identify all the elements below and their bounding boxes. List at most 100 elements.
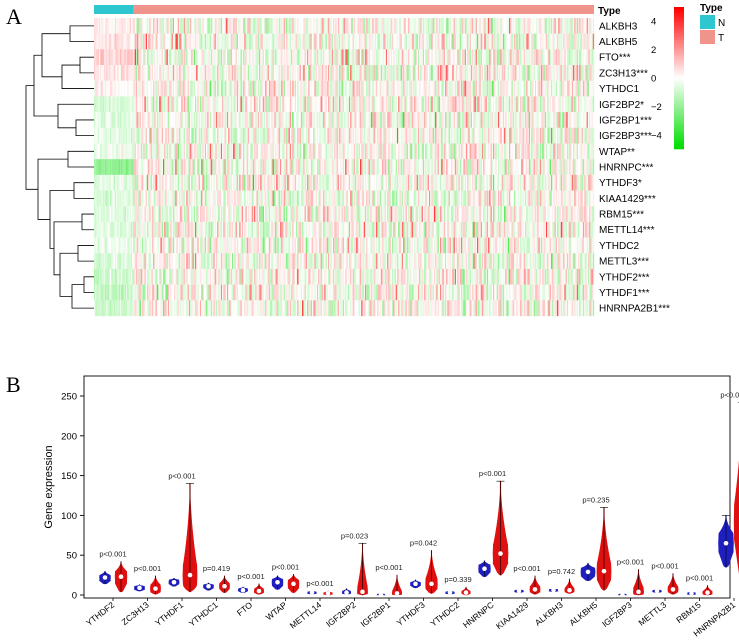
heatmap-cell xyxy=(408,49,410,66)
heatmap-cell xyxy=(340,18,342,34)
heatmap-cell xyxy=(223,206,225,223)
heatmap-cell xyxy=(110,112,112,128)
heatmap-cell xyxy=(415,159,417,175)
heatmap-cell xyxy=(223,190,225,207)
heatmap-cell xyxy=(369,174,372,191)
heatmap-cell xyxy=(394,190,396,207)
heatmap-cell xyxy=(369,49,372,66)
heatmap-cell xyxy=(394,112,396,128)
heatmap-cell xyxy=(121,65,123,81)
heatmap-cell xyxy=(257,143,260,160)
heatmap-cell xyxy=(384,143,387,160)
heatmap-cell xyxy=(433,190,436,207)
heatmap-cell xyxy=(244,159,246,175)
heatmap-cell xyxy=(176,159,178,175)
heatmap-cell xyxy=(401,80,404,97)
heatmap-cell xyxy=(302,96,304,113)
heatmap-cell xyxy=(451,80,453,97)
heatmap-cell xyxy=(505,174,507,191)
heatmap-cell xyxy=(300,49,303,66)
heatmap-cell xyxy=(360,159,362,175)
heatmap-cell xyxy=(586,18,588,34)
heatmap-cell xyxy=(241,143,244,160)
heatmap-cell xyxy=(528,127,531,144)
heatmap-cell xyxy=(172,159,175,175)
heatmap-cell xyxy=(222,143,224,160)
heatmap-cell xyxy=(316,65,319,81)
heatmap-cell xyxy=(326,190,329,207)
heatmap-cell xyxy=(531,190,533,207)
heatmap-cell xyxy=(472,80,474,97)
heatmap-cell xyxy=(443,127,446,144)
heatmap-cell xyxy=(234,190,236,207)
heatmap-cell xyxy=(260,143,262,160)
heatmap-cell xyxy=(234,143,236,160)
heatmap-cell xyxy=(252,96,255,113)
heatmap-cell xyxy=(292,49,294,66)
heatmap-cell xyxy=(270,143,272,160)
heatmap-cell xyxy=(523,80,526,97)
heatmap-cell xyxy=(520,18,522,34)
heatmap-cell xyxy=(170,112,172,128)
heatmap-cell xyxy=(351,33,353,50)
heatmap-cell xyxy=(318,49,320,66)
heatmap-cell xyxy=(525,127,527,144)
heatmap-cell xyxy=(235,33,238,50)
heatmap-cell xyxy=(130,65,133,81)
heatmap-cell xyxy=(100,143,102,160)
heatmap-cell xyxy=(196,206,198,223)
heatmap-cell xyxy=(396,80,399,97)
heatmap-cell xyxy=(254,80,256,97)
heatmap-cell xyxy=(580,80,582,97)
heatmap-cell xyxy=(95,18,97,34)
heatmap-cell xyxy=(186,33,188,50)
heatmap-cell xyxy=(502,18,505,34)
heatmap-cell xyxy=(235,127,238,144)
heatmap-cell xyxy=(156,18,159,34)
heatmap-cell xyxy=(308,159,310,175)
heatmap-cell xyxy=(512,49,515,66)
heatmap-cell xyxy=(172,174,175,191)
heatmap-cell xyxy=(383,49,385,66)
heatmap-cell xyxy=(469,174,471,191)
heatmap-cell xyxy=(353,143,356,160)
heatmap-cell xyxy=(490,127,492,144)
heatmap-cell xyxy=(505,143,507,160)
heatmap-cell xyxy=(134,18,137,34)
heatmap-cell xyxy=(412,174,415,191)
heatmap-cell xyxy=(108,190,111,207)
heatmap-cell xyxy=(227,18,229,34)
heatmap-cell xyxy=(351,18,353,34)
heatmap-cell xyxy=(360,65,362,81)
heatmap-cell xyxy=(486,18,489,34)
heatmap-cell xyxy=(334,18,336,34)
heatmap-cell xyxy=(416,65,419,81)
heatmap-cell xyxy=(506,65,508,81)
heatmap-cell xyxy=(394,127,396,144)
heatmap-cell xyxy=(484,174,486,191)
heatmap-cell xyxy=(166,112,169,128)
heatmap-cell xyxy=(543,49,545,66)
heatmap-cell xyxy=(299,143,302,160)
heatmap-cell xyxy=(336,159,338,175)
heatmap-cell xyxy=(293,143,295,160)
heatmap-cell xyxy=(552,96,554,113)
heatmap-cell xyxy=(302,49,304,66)
heatmap-cell xyxy=(440,143,442,160)
heatmap-cell xyxy=(560,49,563,66)
heatmap-cell xyxy=(160,65,162,81)
heatmap-cell xyxy=(369,112,372,128)
heatmap-cell xyxy=(143,80,145,97)
heatmap-cell xyxy=(215,18,218,34)
heatmap-cell xyxy=(368,96,371,113)
heatmap-cell xyxy=(344,127,346,144)
heatmap-cell xyxy=(469,65,471,81)
heatmap-cell xyxy=(488,49,490,66)
heatmap-cell xyxy=(485,190,488,207)
heatmap-cell xyxy=(581,80,584,97)
heatmap-cell xyxy=(511,49,513,66)
heatmap-cell xyxy=(277,190,279,207)
heatmap-cell xyxy=(239,18,241,34)
heatmap-cell xyxy=(486,174,489,191)
heatmap-cell xyxy=(581,18,584,34)
